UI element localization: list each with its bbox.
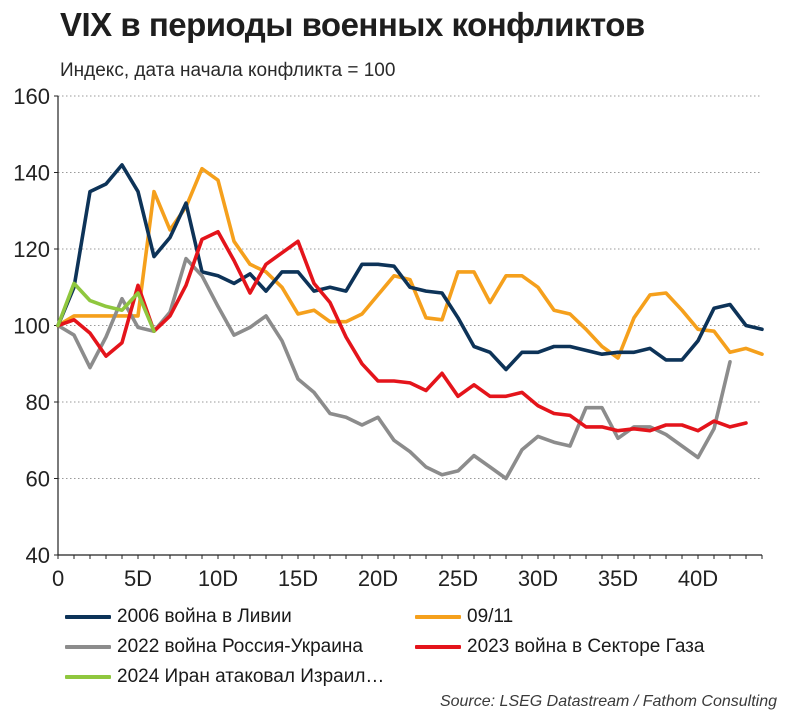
legend-item-gaza-2023: 2023 война в Секторе Газа [415,634,704,660]
x-tick-label: 40D [678,566,718,591]
series-line-gaza-2023 [56,230,748,433]
legend-swatch [65,615,111,619]
y-tick-label: 140 [13,161,50,186]
legend-item-911: 09/11 [415,604,513,630]
legend-item-iran-israel-2024: 2024 Иран атаковал Израил… [65,664,384,690]
x-tick-label: 35D [598,566,638,591]
series-lines [56,163,764,481]
y-tick-label: 100 [13,314,50,339]
grid-lines [58,95,762,479]
y-tick-label: 120 [13,237,50,262]
x-tick-label: 25D [438,566,478,591]
x-tick-label: 30D [518,566,558,591]
y-tick-label: 60 [26,467,50,492]
legend-item-libya-2006: 2006 война в Ливии [65,604,292,630]
x-tick-label: 15D [278,566,318,591]
legend-label: 2006 война в Ливии [117,606,292,627]
legend-swatch [65,675,111,679]
legend-swatch [415,615,461,619]
legend-label: 09/11 [467,606,514,627]
legend-swatch [415,645,461,649]
series-line-911 [56,166,764,360]
x-tick-label: 10D [198,566,238,591]
y-tick-label: 40 [26,543,50,568]
x-tick-label: 0 [52,566,64,591]
x-tick-label: 5D [124,566,152,591]
chart-subtitle: Индекс, дата начала конфликта = 100 [60,60,396,81]
chart-title: VIX в периоды военных конфликтов [60,6,645,43]
series-line-iran-israel-2024 [56,281,156,334]
legend-label: 2023 война в Секторе Газа [467,636,705,657]
source-note: Source: LSEG Datastream / Fathom Consult… [439,693,777,710]
legend-item-russia-ukraine-2022: 2022 война Россия-Украина [65,634,363,660]
legend-swatch [65,645,111,649]
y-tick-label: 80 [26,390,50,415]
y-tick-label: 160 [13,84,50,109]
legend-label: 2024 Иран атаковал Израил… [117,666,385,687]
chart-canvas: 40 60 80 100 120 140 160 0 5D 10D 15D 20D 25D 30D 35D 4… [13,84,764,591]
series-line-russia-ukraine-2022 [56,256,732,481]
legend: 2006 война в Ливии 09/11 2022 война Росс… [65,604,785,694]
series-line-libya-2006 [56,163,764,372]
x-tick-label: 20D [358,566,398,591]
tick-labels: 40 60 80 100 120 140 160 0 5D 10D 15D 20D 25D 30D 35D 4… [13,84,718,591]
legend-label: 2022 война Россия-Украина [117,636,363,657]
